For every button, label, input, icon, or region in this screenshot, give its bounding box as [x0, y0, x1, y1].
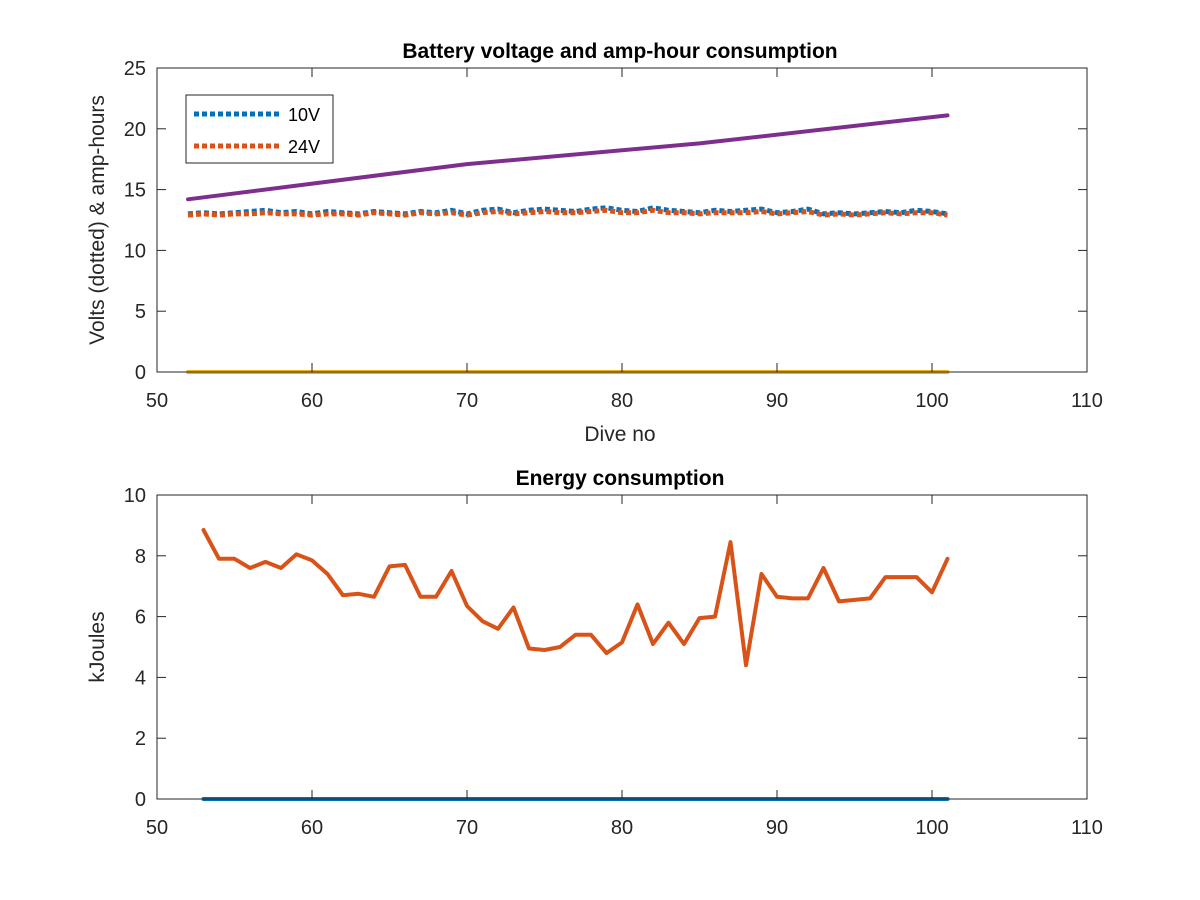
tick-group: 50 60 70 80 90 100 110 0 5 10 15 20 25 [124, 58, 1103, 412]
legend-label-10v: 10V [288, 105, 320, 125]
chart-battery-voltage: Battery voltage and amp-hour consumption… [86, 40, 1103, 446]
x-tick-label: 60 [301, 817, 323, 839]
x-tick-label: 90 [766, 390, 788, 412]
x-tick-label: 80 [611, 817, 633, 839]
x-tick-label: 50 [146, 390, 168, 412]
y-tick-label: 25 [124, 58, 146, 80]
y-tick-label: 15 [124, 180, 146, 202]
y-tick-label: 8 [135, 546, 146, 568]
chart-title: Battery voltage and amp-hour consumption [402, 40, 837, 63]
y-tick-label: 20 [124, 119, 146, 141]
series-line-1 [201, 528, 950, 668]
y-axis-label: kJoules [86, 611, 109, 682]
chart-energy-consumption: Energy consumption 50 60 70 80 90 100 110 0 2 4 6 8… [86, 467, 1103, 839]
y-tick-label: 2 [135, 728, 146, 750]
series-line-24v [187, 207, 948, 218]
x-tick-label: 60 [301, 390, 323, 412]
x-axis-label: Dive no [584, 423, 655, 446]
y-tick-label: 0 [135, 362, 146, 384]
series-line-2 [186, 113, 950, 202]
legend: 10V 24V [185, 94, 334, 164]
tick-group: 50 60 70 80 90 100 110 0 2 4 6 8 10 [124, 485, 1103, 839]
x-tick-label: 110 [1071, 390, 1103, 412]
x-tick-label: 110 [1071, 817, 1103, 839]
x-tick-label: 90 [766, 817, 788, 839]
x-tick-label: 100 [915, 390, 948, 412]
x-tick-label: 100 [915, 817, 948, 839]
y-tick-label: 5 [135, 301, 146, 323]
x-tick-label: 70 [456, 817, 478, 839]
y-tick-label: 4 [135, 667, 146, 689]
y-tick-label: 10 [124, 485, 146, 507]
legend-label-24v: 24V [288, 137, 320, 157]
chart-title: Energy consumption [516, 467, 725, 490]
y-tick-label: 6 [135, 607, 146, 629]
y-tick-label: 10 [124, 240, 146, 262]
y-axis-label: Volts (dotted) & amp-hours [86, 95, 109, 345]
x-tick-label: 50 [146, 817, 168, 839]
x-tick-label: 70 [456, 390, 478, 412]
x-tick-label: 80 [611, 390, 633, 412]
legend-box [185, 94, 334, 164]
y-tick-label: 0 [135, 789, 146, 811]
